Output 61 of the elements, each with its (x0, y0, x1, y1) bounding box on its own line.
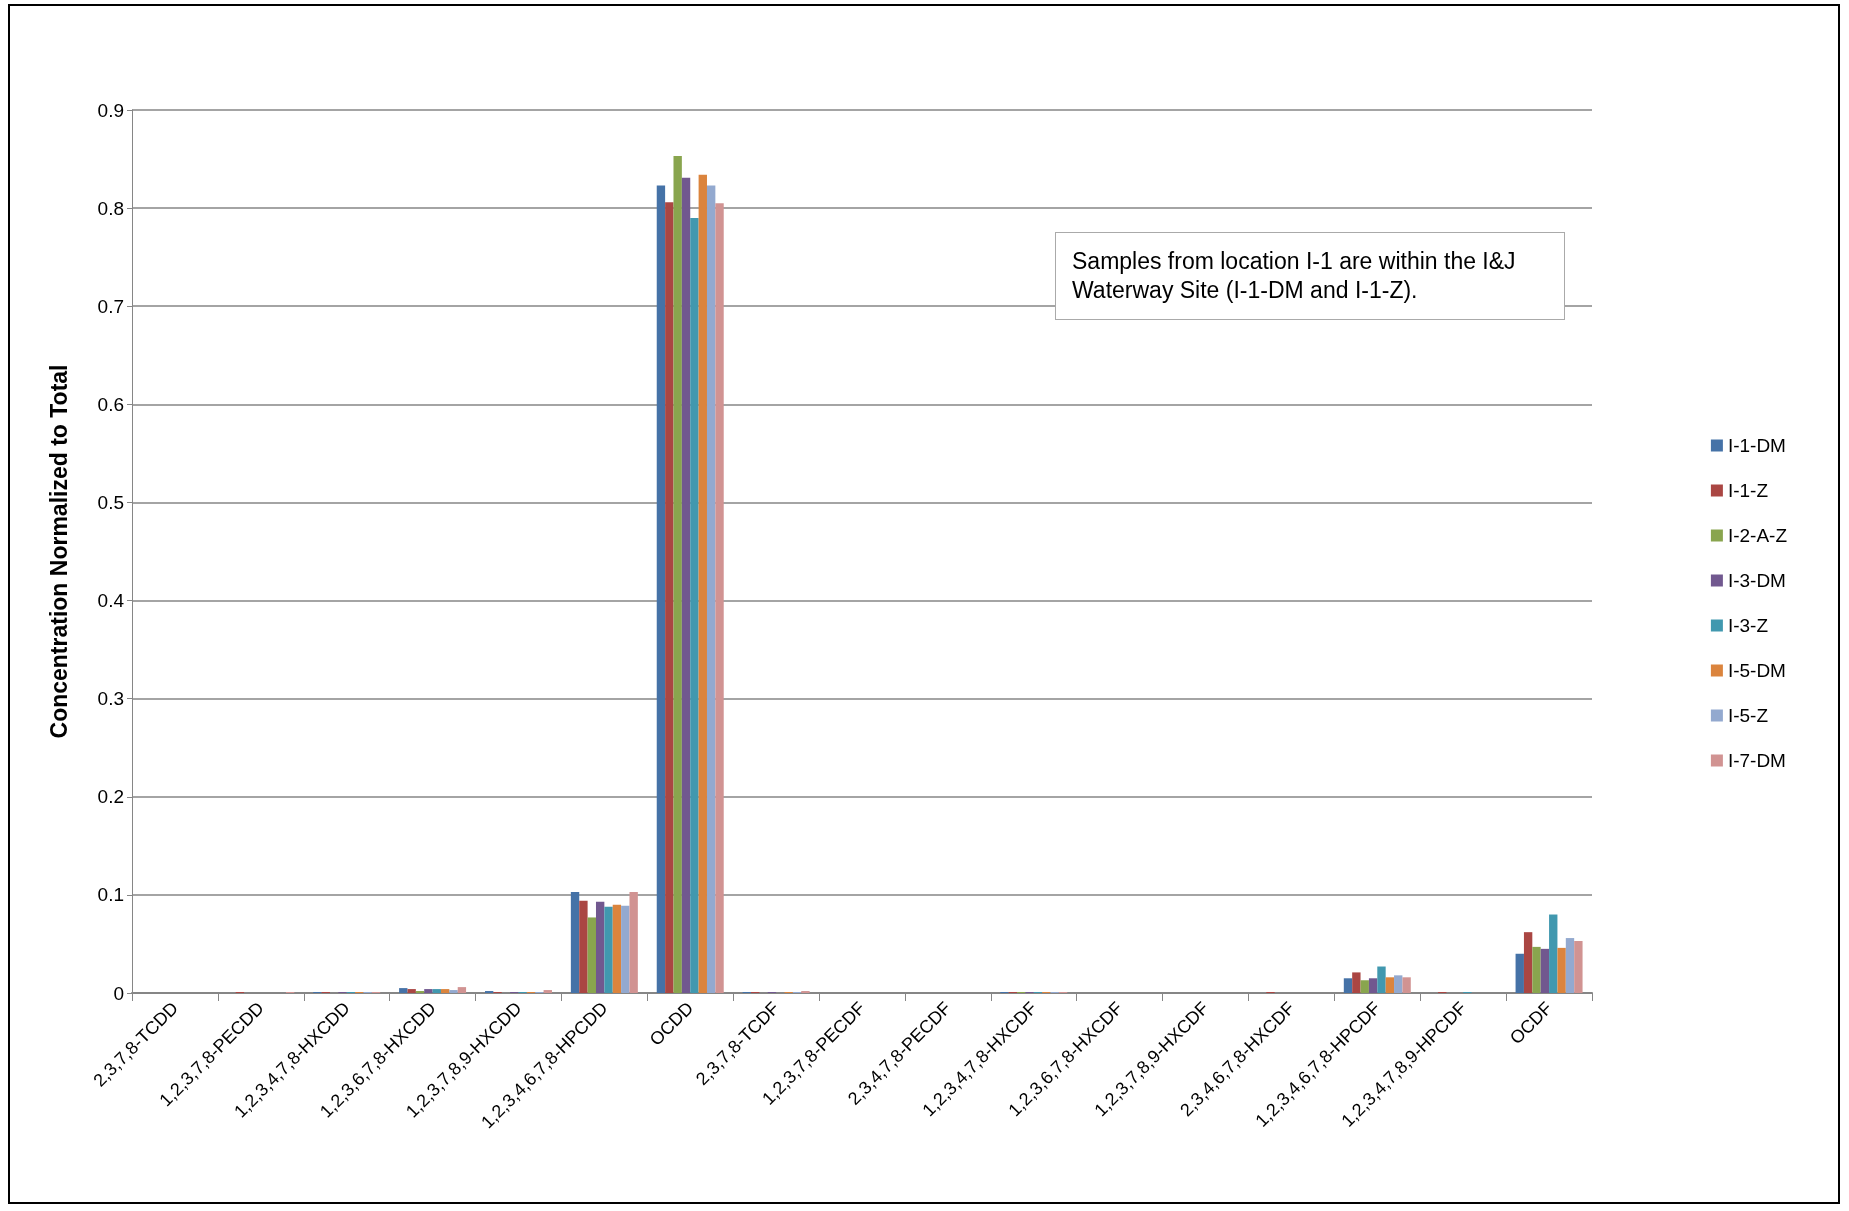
legend-label: I-5-Z (1727, 705, 1769, 726)
bar (1343, 978, 1353, 993)
bar (629, 891, 638, 993)
bar (1377, 966, 1386, 993)
y-tick-label: 0.7 (97, 295, 124, 317)
y-tick-label: 0.1 (97, 884, 124, 906)
bar (1360, 980, 1369, 993)
bar (621, 905, 630, 993)
bar (690, 217, 699, 993)
bar (595, 901, 605, 993)
bar (449, 990, 458, 993)
bar (1352, 972, 1361, 993)
bar (698, 174, 707, 993)
y-tick-label: 0 (113, 982, 124, 1004)
bar (1540, 948, 1550, 993)
bar (407, 989, 416, 993)
bar (457, 987, 467, 993)
bar (1532, 946, 1541, 993)
text-box: Samples from location I-1 are within the I&J Waterway Site (I-1-DM and I-1-Z). (1055, 232, 1565, 320)
bar (432, 989, 441, 993)
bar (587, 917, 596, 993)
bar (543, 990, 552, 993)
bar (665, 202, 674, 993)
bar (1385, 977, 1395, 993)
bar (1394, 975, 1403, 993)
bar (399, 988, 408, 993)
legend-label: I-7-DM (1727, 750, 1786, 771)
bar (424, 989, 433, 993)
legend-label: I-1-DM (1727, 435, 1786, 456)
annotation: Samples from location I-1 are within the I&J Waterway Site (I-1-DM and I-1-Z). (1072, 247, 1517, 305)
legend-label: I-1-Z (1727, 480, 1769, 501)
bar (706, 185, 716, 993)
bar (1557, 947, 1566, 993)
legend-label: I-5-DM (1727, 660, 1786, 681)
bar (1574, 941, 1583, 993)
bar (656, 185, 666, 993)
bar (604, 906, 613, 993)
y-tick-label: 0.9 (97, 99, 124, 121)
bar (1523, 932, 1533, 993)
y-tick-label: 0.4 (97, 590, 125, 612)
bar (1515, 953, 1524, 993)
bar (440, 989, 450, 993)
legend-label: I-2-A-Z (1727, 525, 1788, 546)
bar (1565, 938, 1575, 993)
y-tick-label: 0.6 (97, 393, 124, 415)
y-tick-label: 0.5 (97, 491, 124, 513)
bar (673, 156, 682, 993)
bar (579, 900, 588, 993)
y-axis-title: Concentration Normalized to Total (45, 364, 72, 739)
bar (715, 203, 724, 993)
legend-label: I-3-Z (1727, 615, 1769, 636)
y-tick-label: 0.8 (97, 197, 124, 219)
bar (681, 177, 691, 993)
bar (612, 904, 622, 993)
legend-label: I-3-DM (1727, 570, 1786, 591)
bar (1368, 978, 1378, 993)
y-tick-label: 0.2 (97, 786, 124, 808)
bar (570, 891, 580, 993)
y-tick-label: 0.3 (97, 688, 124, 710)
bar (1402, 977, 1411, 993)
bar (1549, 914, 1558, 993)
